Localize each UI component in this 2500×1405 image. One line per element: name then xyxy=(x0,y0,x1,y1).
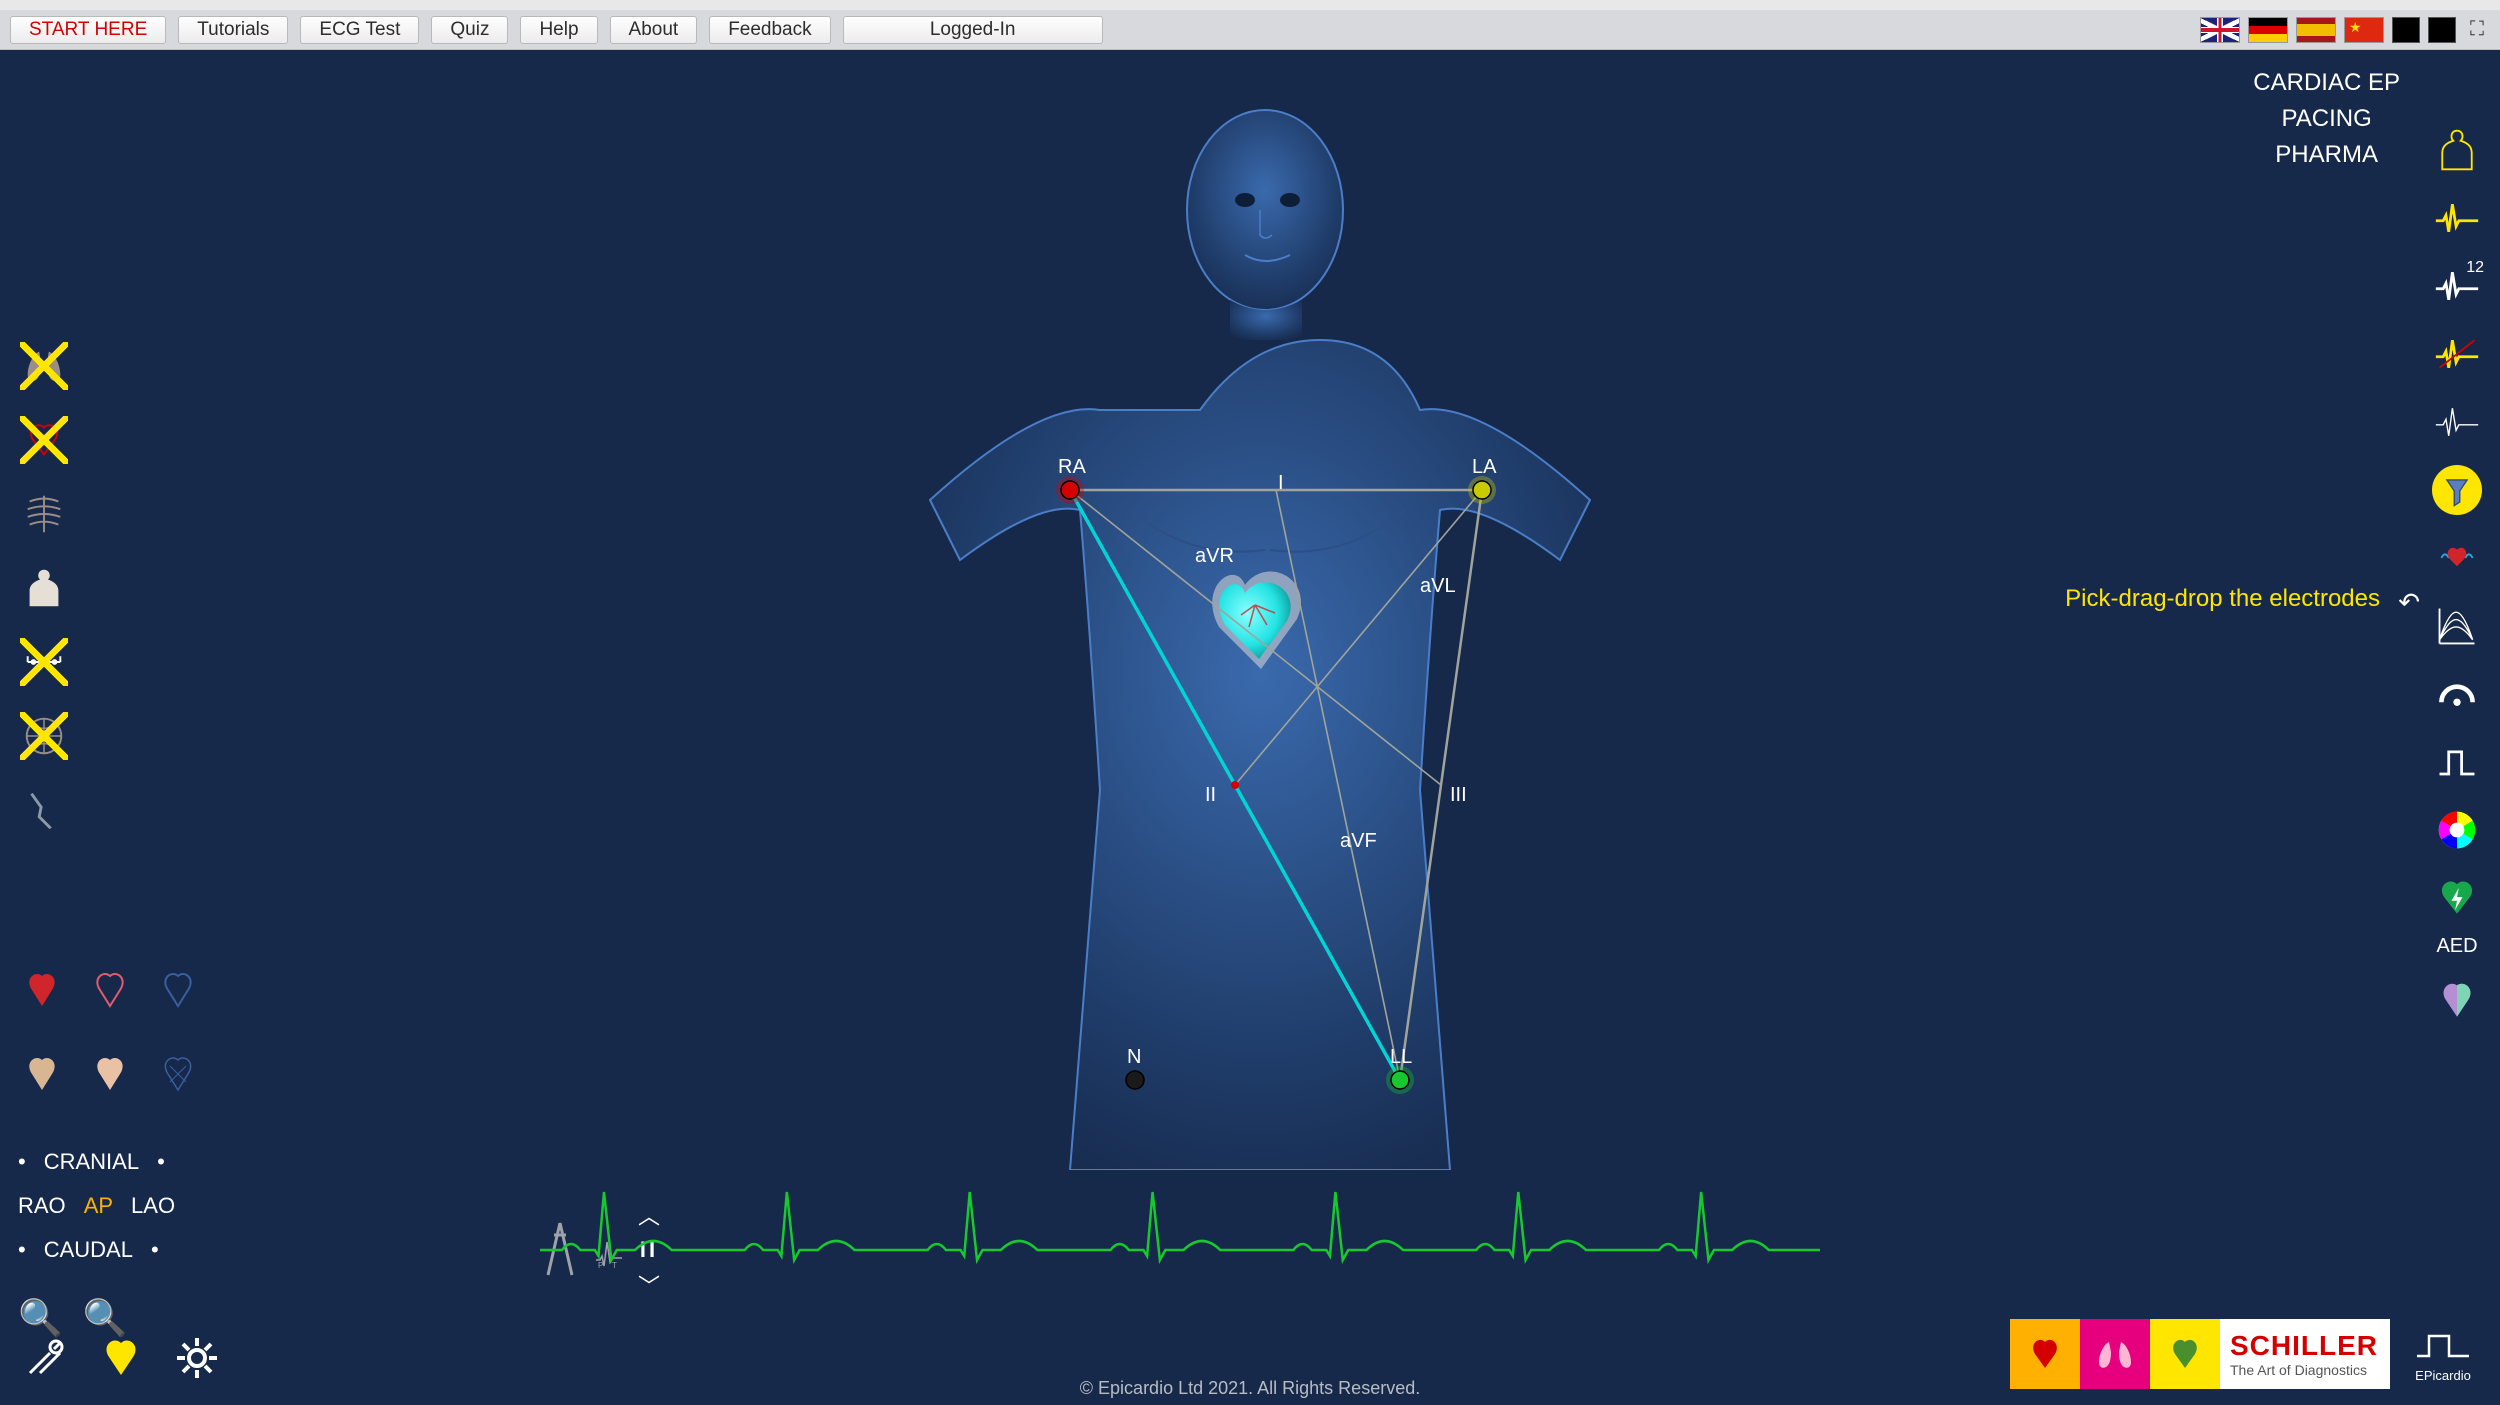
label-II: II xyxy=(1205,784,1216,807)
view-lao[interactable]: LAO xyxy=(131,1184,175,1228)
about-button[interactable]: About xyxy=(610,16,698,44)
torso-svg xyxy=(800,90,1700,1170)
heart-row-1 xyxy=(18,966,202,1014)
funnel-icon[interactable] xyxy=(2432,465,2482,515)
feedback-button[interactable]: Feedback xyxy=(709,16,830,44)
epicardio-logo[interactable]: EPicardio xyxy=(2400,1319,2486,1389)
heart-row-2 xyxy=(18,1050,202,1098)
heart-tan-icon[interactable] xyxy=(18,1050,66,1098)
fullscreen-icon[interactable]: ⛶ xyxy=(2464,17,2490,43)
logged-in-button[interactable]: Logged-In xyxy=(843,16,1103,44)
label-LA: LA xyxy=(1472,456,1496,479)
color-wheel-icon[interactable] xyxy=(2432,805,2482,855)
view-ap[interactable]: AP xyxy=(84,1184,113,1228)
electrode-LL[interactable] xyxy=(1386,1066,1414,1094)
heart-red-icon[interactable] xyxy=(18,966,66,1014)
label-III: III xyxy=(1450,784,1467,807)
electrode-LA[interactable] xyxy=(1468,476,1496,504)
epicardio-text: EPicardio xyxy=(2415,1368,2471,1383)
copyright: © Epicardio Ltd 2021. All Rights Reserve… xyxy=(1080,1378,1420,1399)
globe-icon[interactable] xyxy=(18,710,70,762)
ecg-wave-icon[interactable] xyxy=(2432,193,2482,243)
torso-view[interactable]: RALALLNIIIIIIaVRaVLaVF xyxy=(800,90,1700,1170)
heart-3d-icon[interactable] xyxy=(2432,976,2482,1026)
mode-cardiac-ep[interactable]: CARDIAC EP xyxy=(2253,65,2400,101)
view-rao[interactable]: RAO xyxy=(18,1184,66,1228)
label-aVR: aVR xyxy=(1195,545,1234,568)
view-caudal[interactable]: CAUDAL xyxy=(44,1228,133,1272)
heart-peach-icon[interactable] xyxy=(86,1050,134,1098)
label-LL: LL xyxy=(1390,1046,1412,1069)
black-sq-1-icon[interactable] xyxy=(2392,17,2420,43)
mode-pharma[interactable]: PHARMA xyxy=(2253,137,2400,173)
schiller-logo[interactable]: SCHILLERThe Art of Diagnostics xyxy=(2010,1319,2390,1389)
lead12-icon[interactable]: 12 xyxy=(2432,261,2482,311)
defib-icon[interactable] xyxy=(2432,873,2482,923)
label-aVF: aVF xyxy=(1340,830,1377,853)
heart-blue-icon[interactable] xyxy=(154,966,202,1014)
wave-thin-icon[interactable] xyxy=(2432,397,2482,447)
curves-icon[interactable] xyxy=(2432,601,2482,651)
lungs-icon[interactable] xyxy=(18,340,70,392)
start-here-button[interactable]: START HERE xyxy=(10,16,166,44)
instruction-text: Pick-drag-drop the electrodes xyxy=(2065,585,2380,613)
mode-menu: CARDIAC EP PACING PHARMA xyxy=(2253,65,2400,173)
flag-de-icon[interactable] xyxy=(2248,17,2288,43)
pulse-step-icon[interactable] xyxy=(2432,737,2482,787)
flag-es-icon[interactable] xyxy=(2296,17,2336,43)
electrode-RA[interactable] xyxy=(1056,476,1084,504)
label-aVL: aVL xyxy=(1420,575,1456,598)
gear-icon[interactable] xyxy=(170,1331,224,1385)
heart-outline-icon[interactable] xyxy=(18,414,70,466)
gauge-icon[interactable] xyxy=(2432,669,2482,719)
lead12-badge: 12 xyxy=(2466,259,2484,277)
menu-bar: START HERE Tutorials ECG Test Quiz Help … xyxy=(0,10,2500,50)
flag-cn-icon[interactable] xyxy=(2344,17,2384,43)
schiller-brand: SCHILLER xyxy=(2230,1330,2390,1362)
ecg-test-button[interactable]: ECG Test xyxy=(300,16,419,44)
help-button[interactable]: Help xyxy=(520,16,597,44)
augmented-icon[interactable] xyxy=(2432,329,2482,379)
mode-pacing[interactable]: PACING xyxy=(2253,101,2400,137)
main-stage: CARDIAC EP PACING PHARMA Pick-drag-drop … xyxy=(0,50,2500,1405)
quiz-button[interactable]: Quiz xyxy=(431,16,508,44)
undo-icon[interactable]: ↶ xyxy=(2398,587,2420,618)
heart-yellow-icon[interactable] xyxy=(94,1331,148,1385)
skin-icon[interactable] xyxy=(18,562,70,614)
bottom-left-tools xyxy=(18,1331,224,1385)
measure-icon[interactable] xyxy=(18,636,70,688)
heart-pink-icon[interactable] xyxy=(86,966,134,1014)
black-sq-2-icon[interactable] xyxy=(2428,17,2456,43)
heart-wire-icon[interactable] xyxy=(154,1050,202,1098)
right-toolbar: 12 xyxy=(2432,125,2482,1026)
label-RA: RA xyxy=(1058,456,1086,479)
tutorials-button[interactable]: Tutorials xyxy=(178,16,288,44)
left-toolbar xyxy=(18,340,70,836)
tools-icon[interactable] xyxy=(18,1331,72,1385)
label-N: N xyxy=(1127,1046,1141,1069)
label-I: I xyxy=(1278,472,1284,495)
ecg-strip xyxy=(540,1180,1820,1300)
aed-label: AED xyxy=(2436,935,2477,958)
schiller-tag: The Art of Diagnostics xyxy=(2230,1362,2390,1378)
flag-uk-icon[interactable] xyxy=(2200,17,2240,43)
arm-icon[interactable] xyxy=(18,784,70,836)
electrode-N[interactable] xyxy=(1126,1071,1144,1089)
view-controls: •CRANIAL• RAO AP LAO •CAUDAL• 🔍 🔍 xyxy=(18,1140,175,1354)
view-cranial[interactable]: CRANIAL xyxy=(44,1140,139,1184)
ribcage-icon[interactable] xyxy=(18,488,70,540)
torso-icon[interactable] xyxy=(2432,125,2482,175)
heart-sensor-icon[interactable] xyxy=(2432,533,2482,583)
